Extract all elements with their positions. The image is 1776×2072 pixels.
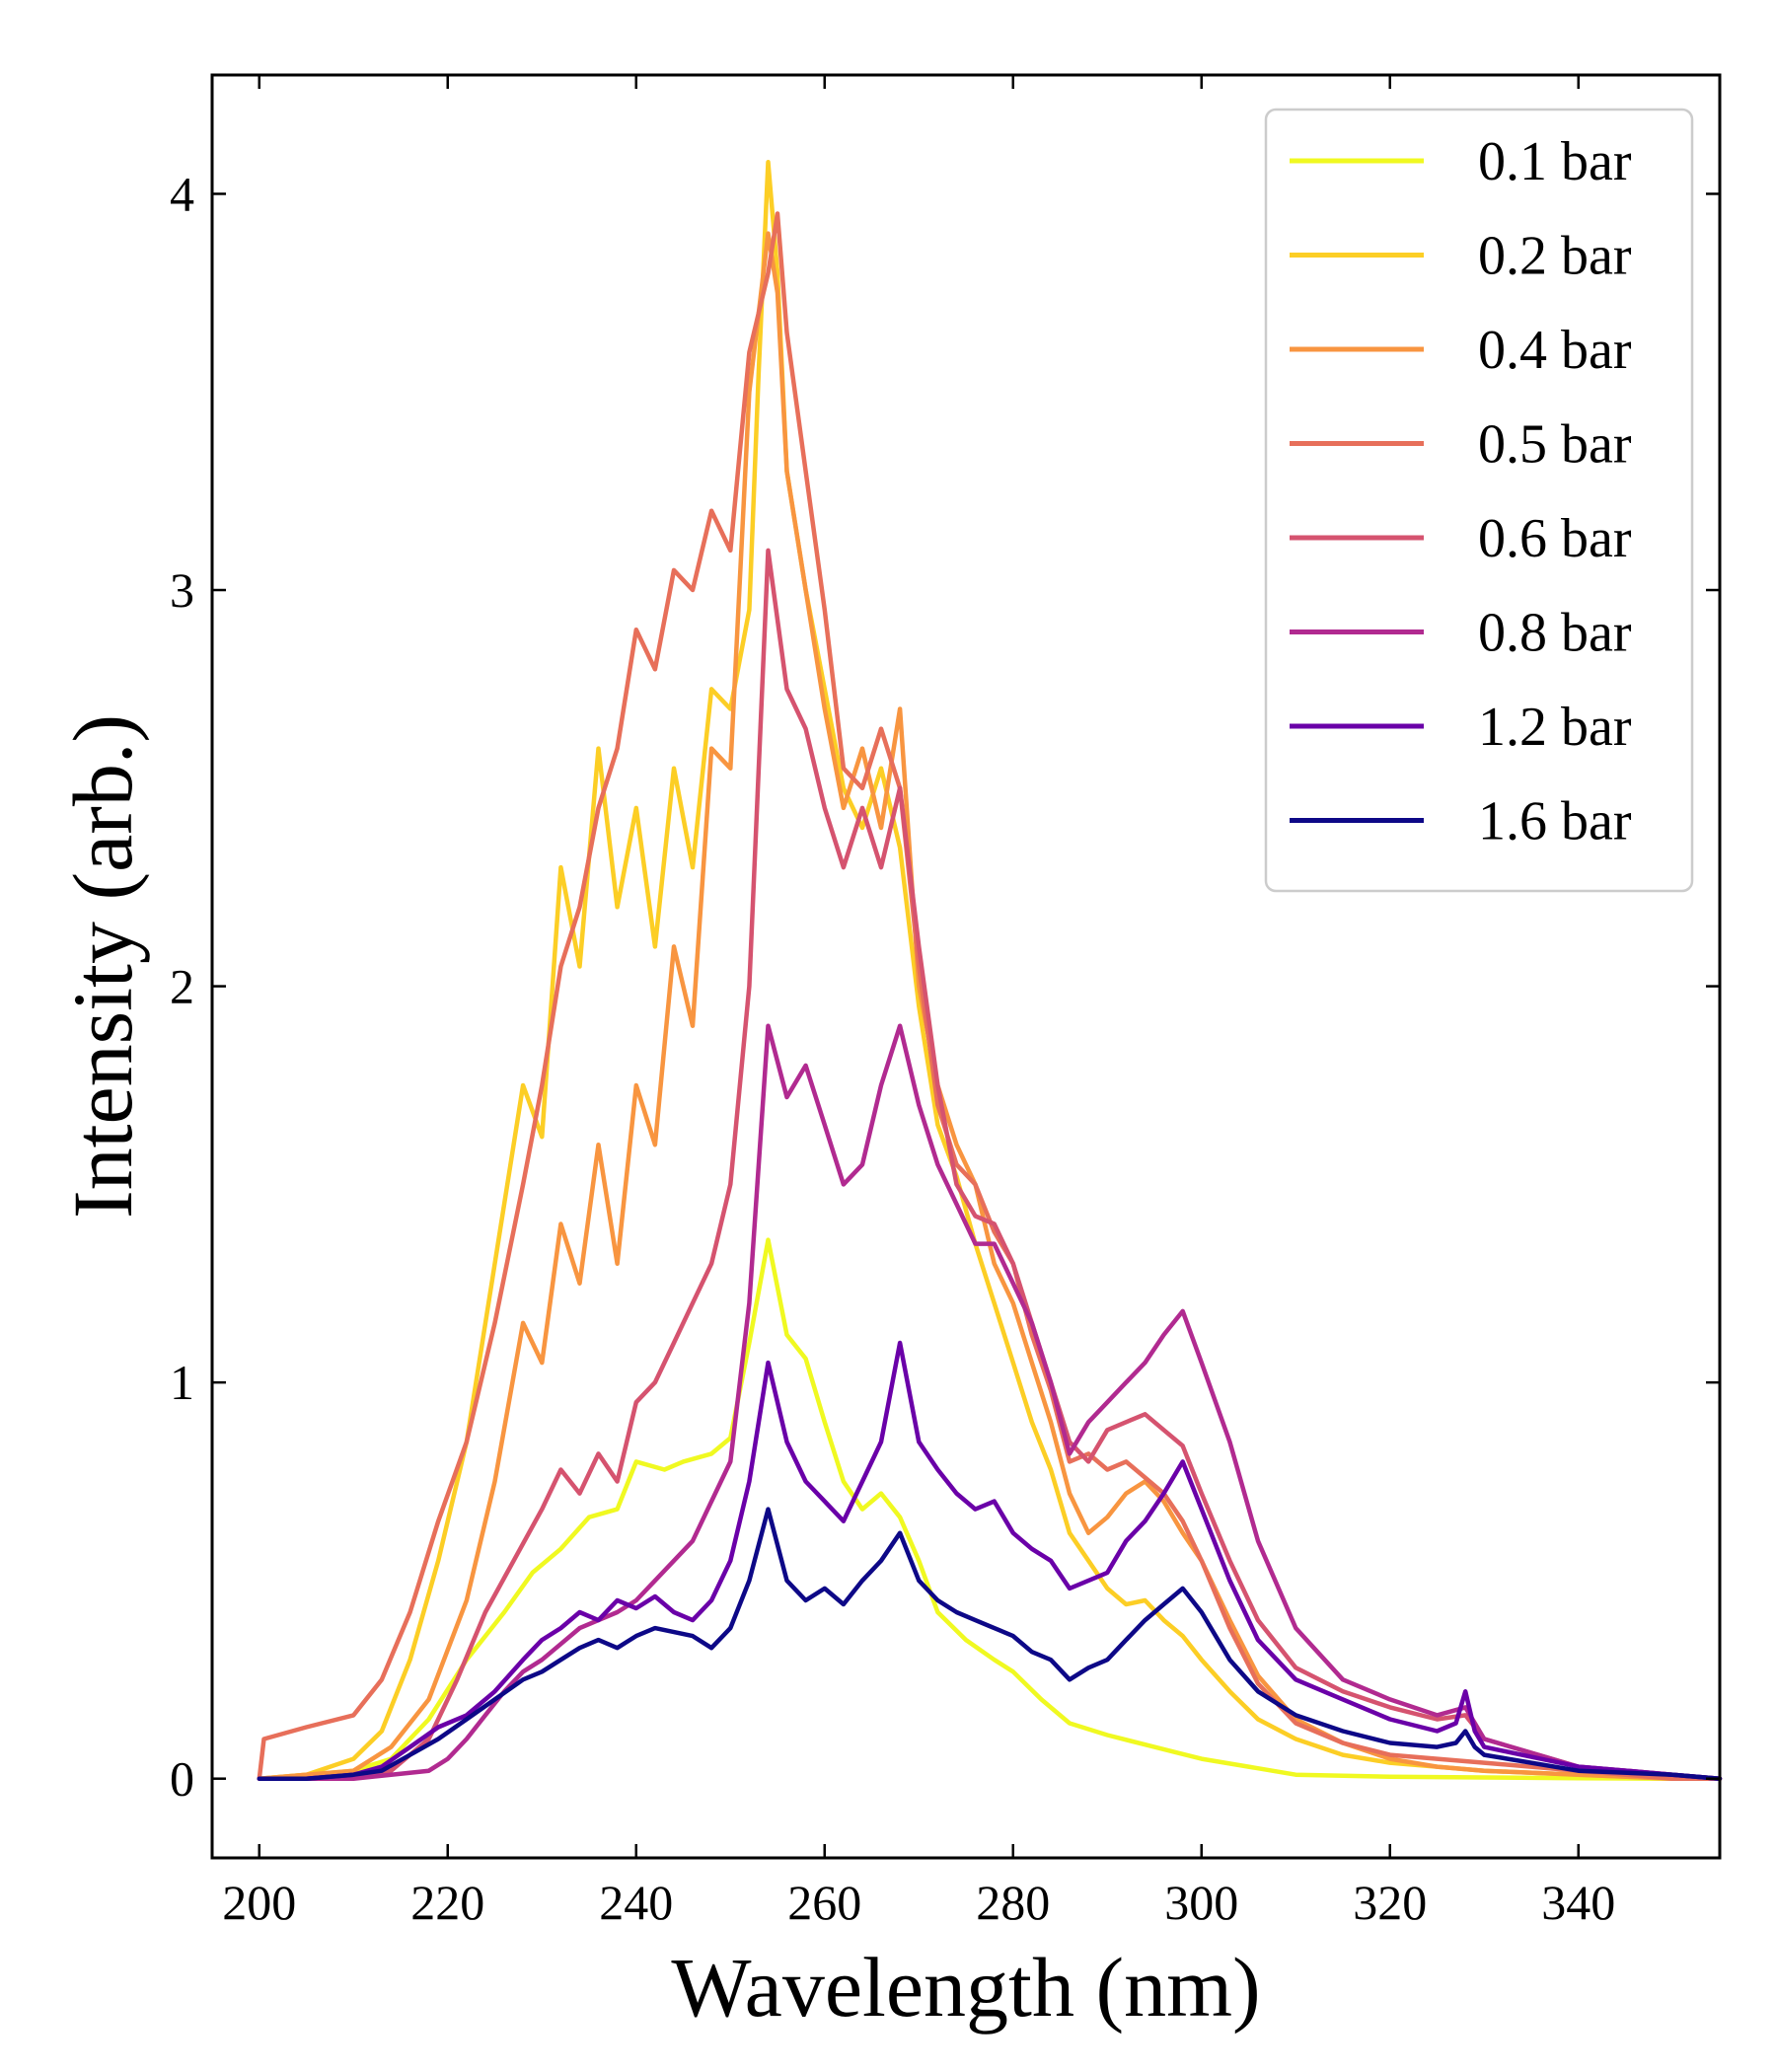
series-layer <box>257 160 1723 1781</box>
legend-label-6: 1.2 bar <box>1478 697 1632 758</box>
series-line-2 <box>257 231 1723 1781</box>
legend-label-2: 0.4 bar <box>1478 320 1632 381</box>
series-line-6 <box>257 1340 1723 1781</box>
legend-label-3: 0.5 bar <box>1478 414 1632 476</box>
x-tick-label-5: 300 <box>1164 1875 1238 1930</box>
series-line-3 <box>257 211 1723 1781</box>
x-tick-label-2: 240 <box>599 1875 673 1930</box>
series-line-5 <box>257 1023 1723 1781</box>
legend-label-4: 0.6 bar <box>1478 508 1632 569</box>
y-tick-label-1: 1 <box>170 1355 194 1410</box>
y-tick-label-3: 3 <box>170 562 194 618</box>
y-axis-title: Intensity (arb.) <box>55 714 150 1219</box>
tick-layer: 200 220 240 260 280 300 320 340 0 1 2 3 4 <box>170 75 1720 1930</box>
x-tick-label-3: 260 <box>787 1875 861 1930</box>
x-tick-label-4: 280 <box>976 1875 1050 1930</box>
y-tick-label-4: 4 <box>170 166 194 221</box>
legend-label-1: 0.2 bar <box>1478 226 1632 287</box>
plot-frame <box>210 73 1722 1860</box>
series-line-7 <box>257 1507 1723 1781</box>
series-line-4 <box>257 548 1723 1781</box>
legend-label-7: 1.6 bar <box>1478 791 1632 852</box>
x-tick-label-6: 320 <box>1353 1875 1427 1930</box>
legend-frame <box>1264 108 1694 893</box>
x-tick-label-1: 220 <box>410 1875 484 1930</box>
y-tick-label-0: 0 <box>170 1751 194 1807</box>
x-tick-label-0: 200 <box>222 1875 296 1930</box>
y-tick-label-2: 2 <box>170 959 194 1014</box>
legend: 0.1 bar 0.2 bar 0.4 bar 0.5 bar 0.6 bar 0.8 b… <box>1264 108 1694 893</box>
legend-label-0: 0.1 bar <box>1478 131 1632 192</box>
x-axis-title: Wavelength (nm) <box>671 1940 1260 2035</box>
x-tick-label-7: 340 <box>1541 1875 1615 1930</box>
series-line-0 <box>257 1237 1723 1781</box>
legend-label-5: 0.8 bar <box>1478 603 1632 664</box>
